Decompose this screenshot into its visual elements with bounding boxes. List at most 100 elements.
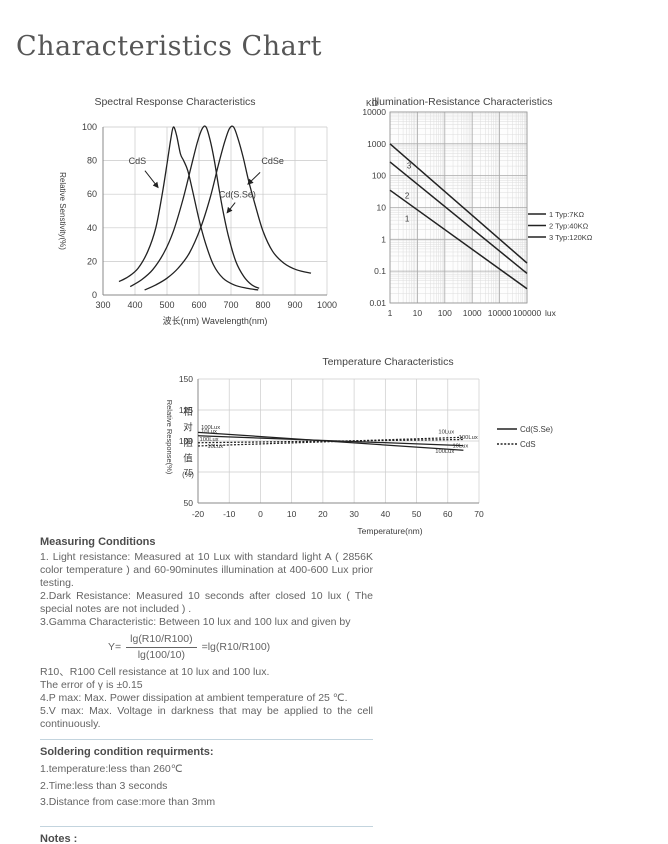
svg-text:阻: 阻 xyxy=(183,438,193,449)
svg-text:10: 10 xyxy=(413,308,423,318)
series-Cd(S.Se) xyxy=(129,125,260,289)
svg-text:150: 150 xyxy=(179,374,193,384)
measuring-item-7: 5.V max: Max. Voltage in darkness that m… xyxy=(40,705,373,730)
svg-text:100: 100 xyxy=(82,122,97,132)
svg-text:100Lux: 100Lux xyxy=(435,449,454,455)
svg-text:100000: 100000 xyxy=(513,308,542,318)
svg-text:1 Typ:7KΩ: 1 Typ:7KΩ xyxy=(549,210,584,219)
svg-text:75: 75 xyxy=(184,467,194,477)
svg-text:10Lux: 10Lux xyxy=(207,444,223,450)
svg-text:10000: 10000 xyxy=(362,107,386,117)
series-2 xyxy=(389,161,528,274)
svg-text:0.1: 0.1 xyxy=(374,266,386,276)
svg-text:400: 400 xyxy=(127,300,142,310)
svg-text:700: 700 xyxy=(223,300,238,310)
svg-text:60: 60 xyxy=(87,189,97,199)
svg-text:60: 60 xyxy=(443,509,453,519)
svg-text:40: 40 xyxy=(87,223,97,233)
svg-text:Cd(S.Se): Cd(S.Se) xyxy=(520,425,553,434)
formula-lhs: Y= xyxy=(108,641,122,653)
notes-heading: Notes : xyxy=(40,832,78,844)
notes-section: Notes : 1.Here listed types are common o… xyxy=(40,833,373,844)
svg-text:125: 125 xyxy=(179,405,193,415)
svg-text:0: 0 xyxy=(258,509,263,519)
series-Cd(S.Se) 10Lux xyxy=(197,435,464,447)
svg-text:500: 500 xyxy=(159,300,174,310)
formula-fraction: lg(R10/R100) lg(100/10) xyxy=(126,633,197,662)
svg-text:10Lux: 10Lux xyxy=(201,429,217,435)
svg-text:CdS: CdS xyxy=(520,440,536,449)
svg-text:100: 100 xyxy=(179,436,193,446)
svg-text:相: 相 xyxy=(183,406,193,418)
page-title: Characteristics Chart xyxy=(16,31,322,62)
svg-text:40: 40 xyxy=(381,509,391,519)
measuring-item-3: 3.Gamma Characteristic: Between 10 lux a… xyxy=(40,616,351,628)
svg-text:900: 900 xyxy=(287,300,302,310)
spectral-response-chart: 300 400 500 600 700 800 900 1000 0 20 40 60 80 100 Spe… xyxy=(58,96,337,326)
svg-text:-20: -20 xyxy=(192,509,205,519)
svg-text:100Lux: 100Lux xyxy=(459,435,478,441)
svg-text:-10: -10 xyxy=(223,509,236,519)
series-CdS 100Lux xyxy=(197,438,464,444)
measuring-item-6: 4.P max: Max. Power dissipation at ambie… xyxy=(40,692,348,704)
measuring-item-2: 2.Dark Resistance: Measured 10 seconds a… xyxy=(40,590,373,615)
svg-text:Temperature(nm): Temperature(nm) xyxy=(357,526,422,536)
svg-text:1000: 1000 xyxy=(317,300,337,310)
svg-text:100: 100 xyxy=(438,308,452,318)
svg-text:2 Typ:40KΩ: 2 Typ:40KΩ xyxy=(549,222,589,231)
text-column: Measuring Conditions 1. Light resistance… xyxy=(40,536,373,844)
svg-text:Cd(S.Se): Cd(S.Se) xyxy=(219,190,256,200)
svg-text:波长(nm) Wavelength(nm): 波长(nm) Wavelength(nm) xyxy=(163,315,268,326)
svg-text:20: 20 xyxy=(87,256,97,266)
temperature-characteristics-chart: -20 -10 0 10 20 30 40 50 60 70 150 125 100 75 50 Temper… xyxy=(165,356,553,536)
formula-numerator: lg(R10/R100) xyxy=(126,633,197,648)
svg-text:100Lux: 100Lux xyxy=(201,425,220,431)
formula-rhs: =lg(R10/R100) xyxy=(201,641,271,653)
svg-text:(%): (%) xyxy=(182,470,194,479)
gamma-formula: Y= lg(R10/R100) lg(100/10) =lg(R10/R100) xyxy=(108,633,373,662)
svg-text:CdSe: CdSe xyxy=(261,156,284,166)
svg-text:1000: 1000 xyxy=(367,139,386,149)
svg-text:2: 2 xyxy=(405,192,410,201)
svg-text:50: 50 xyxy=(412,509,422,519)
measuring-item-5: The error of γ is ±0.15 xyxy=(40,679,143,691)
svg-text:0.01: 0.01 xyxy=(369,298,386,308)
svg-text:CdS: CdS xyxy=(129,156,147,166)
formula-denominator: lg(100/10) xyxy=(137,649,185,661)
svg-text:Spectral Response Characterist: Spectral Response Characteristics xyxy=(94,96,255,108)
svg-text:10: 10 xyxy=(287,509,297,519)
series-CdS xyxy=(118,126,259,291)
series-CdSe xyxy=(144,125,312,291)
series-1 xyxy=(389,189,528,290)
measuring-item-1: 1. Light resistance: Measured at 10 Lux … xyxy=(40,551,373,589)
svg-text:800: 800 xyxy=(255,300,270,310)
svg-text:KΩ: KΩ xyxy=(366,98,378,108)
svg-text:Relative Response(%): Relative Response(%) xyxy=(165,400,174,475)
svg-text:lux: lux xyxy=(545,308,557,318)
soldering-section: Soldering condition requirments: 1.tempe… xyxy=(40,746,373,811)
svg-text:3 Typ:120KΩ: 3 Typ:120KΩ xyxy=(549,233,593,242)
svg-text:10: 10 xyxy=(377,202,387,212)
svg-text:Illumination-Resistance Charac: Illumination-Resistance Characteristics xyxy=(372,96,553,108)
svg-text:600: 600 xyxy=(191,300,206,310)
soldering-item-1: 1.temperature:less than 260℃ xyxy=(40,763,183,775)
measuring-conditions-section: Measuring Conditions 1. Light resistance… xyxy=(40,536,373,731)
svg-text:10Lux: 10Lux xyxy=(438,430,454,436)
measuring-conditions-heading: Measuring Conditions xyxy=(40,536,156,548)
svg-text:对: 对 xyxy=(183,422,193,434)
svg-text:50: 50 xyxy=(184,498,194,508)
series-CdS 10Lux xyxy=(197,436,464,447)
section-divider xyxy=(40,825,373,827)
svg-text:1: 1 xyxy=(388,308,393,318)
svg-text:10Lux: 10Lux xyxy=(452,444,468,450)
illumination-resistance-chart: Illumination-Resistance CharacteristicsK… xyxy=(362,96,593,318)
svg-text:80: 80 xyxy=(87,156,97,166)
svg-text:30: 30 xyxy=(349,509,359,519)
svg-text:3: 3 xyxy=(407,162,412,171)
svg-text:20: 20 xyxy=(318,509,328,519)
series-3 xyxy=(389,143,528,264)
svg-text:100Lux: 100Lux xyxy=(200,437,219,443)
svg-text:1: 1 xyxy=(381,234,386,244)
soldering-item-3: 3.Distance from case:more than 3mm xyxy=(40,796,216,808)
